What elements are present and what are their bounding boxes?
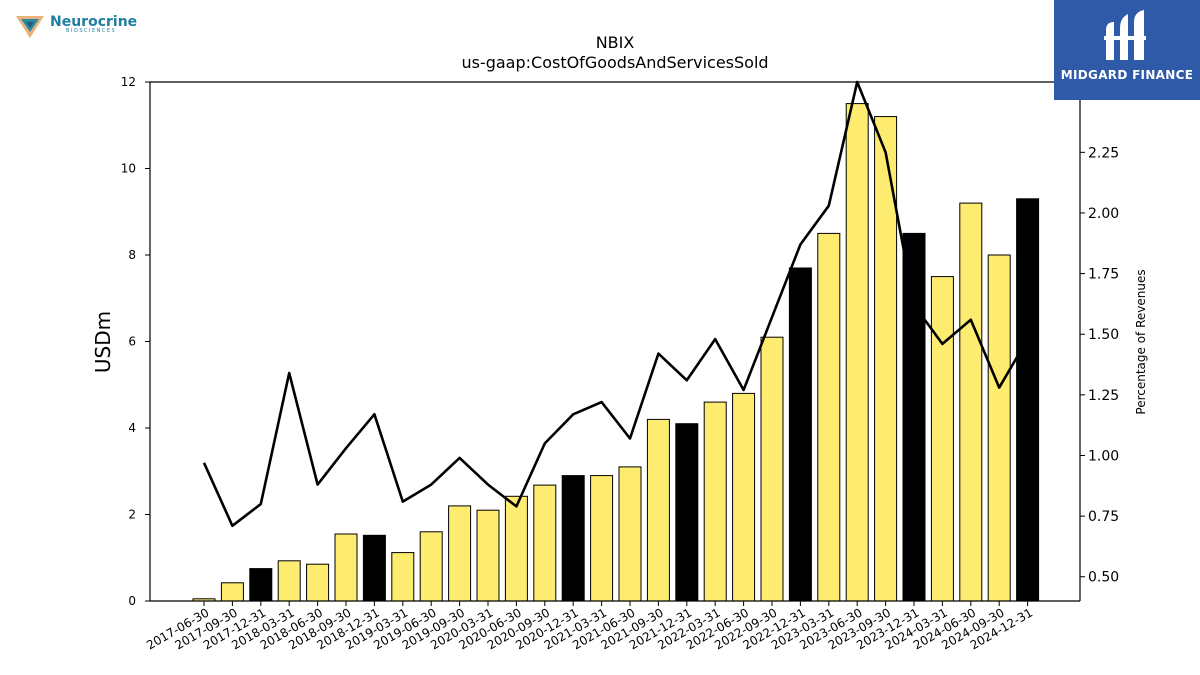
bar-2021-09-30: [646, 418, 670, 602]
y-tick-label: 10: [121, 162, 136, 176]
publisher-name: MIDGARD FINANCE: [1060, 68, 1194, 82]
bar-2022-03-31: [703, 401, 727, 602]
y2-tick-label: 1.75: [1088, 267, 1119, 283]
bar-2022-09-30: [760, 336, 784, 602]
bar-2019-09-30: [448, 505, 472, 602]
percentage-line: [202, 80, 1029, 528]
bar-2022-06-30: [732, 392, 756, 602]
bar-2020-12-31: [561, 475, 585, 602]
company-logo-text: Neurocrine: [50, 14, 138, 30]
bar-2020-03-31: [476, 509, 500, 602]
y2-tick-label: 0.50: [1088, 570, 1119, 586]
bar-2018-09-30: [334, 533, 358, 602]
company-logo-subtext: BIOSCIENCES: [66, 28, 117, 34]
bar-2020-06-30: [504, 495, 528, 602]
chart-subtitle: us-gaap:CostOfGoodsAndServicesSold: [461, 53, 768, 72]
bar-2019-03-31: [391, 552, 415, 602]
y-tick-label: 8: [128, 248, 136, 262]
y2-axis-label: Percentage of Revenues: [1134, 269, 1148, 414]
line-series: [202, 80, 1029, 528]
bar-2021-03-31: [590, 475, 614, 602]
bar-2024-03-31: [930, 276, 954, 602]
bar-2021-06-30: [618, 466, 642, 602]
publisher-badge: MIDGARD FINANCE: [1054, 0, 1200, 100]
bar-2018-03-31: [277, 560, 301, 602]
y-tick-label: 12: [121, 75, 136, 89]
bar-2023-12-31: [902, 232, 926, 602]
y2-tick-label: 0.75: [1088, 509, 1119, 525]
chart-title: NBIX: [596, 33, 635, 52]
bar-2019-06-30: [419, 531, 443, 602]
y2-tick-label: 1.25: [1088, 388, 1119, 404]
bar-2022-12-31: [788, 267, 812, 602]
y-axis-label: USDm: [91, 311, 115, 373]
bar-2024-09-30: [987, 254, 1011, 602]
bar-2023-03-31: [817, 232, 841, 602]
bar-2020-09-30: [533, 484, 557, 602]
bar-2021-12-31: [675, 423, 699, 602]
bar-2018-12-31: [362, 534, 386, 602]
bar-2018-06-30: [306, 563, 330, 602]
bar-series: [192, 103, 1040, 602]
y2-tick-label: 1.50: [1088, 327, 1119, 343]
y-tick-label: 6: [128, 335, 136, 349]
bar-2024-12-31: [1016, 198, 1040, 602]
company-logo-icon: [16, 16, 44, 38]
bar-2024-06-30: [959, 202, 983, 602]
company-logo: Neurocrine BIOSCIENCES: [14, 12, 144, 42]
y2-tick-label: 2.25: [1088, 145, 1119, 161]
bar-2017-09-30: [220, 582, 244, 602]
y-tick-label: 4: [128, 421, 136, 435]
y2-tick-label: 2.00: [1088, 206, 1119, 222]
y2-tick-label: 1.00: [1088, 448, 1119, 464]
publisher-logo-icon: [1104, 10, 1146, 60]
bar-2023-06-30: [845, 103, 869, 602]
bar-2017-12-31: [249, 568, 273, 602]
y-tick-label: 0: [128, 594, 136, 608]
y-tick-label: 2: [128, 508, 136, 522]
